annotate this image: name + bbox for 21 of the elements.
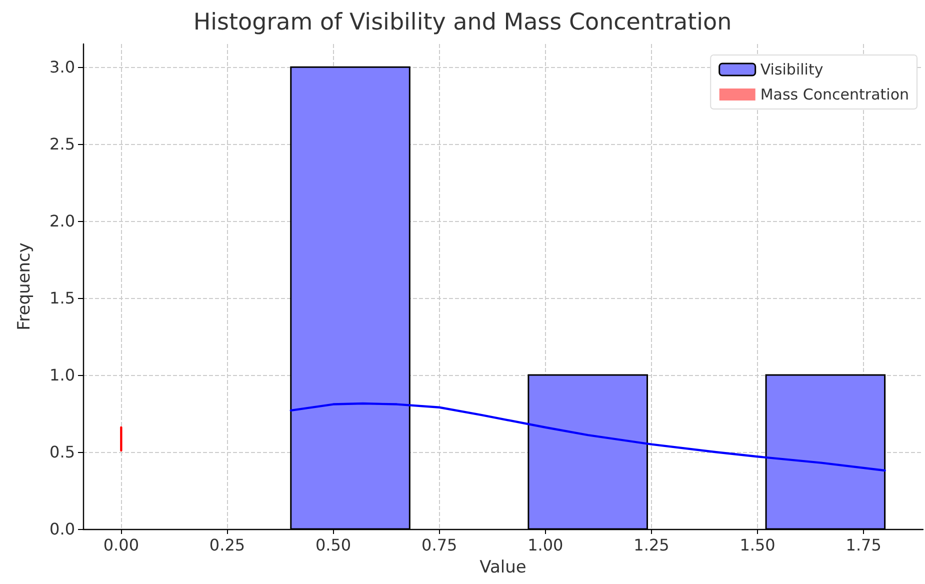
x-tick-label: 0.75 [422, 536, 458, 554]
x-tick-label: 1.75 [846, 536, 882, 554]
y-tick-label: 1.0 [50, 366, 75, 385]
x-tick-label: 1.25 [634, 536, 670, 554]
legend-label: Mass Concentration [760, 86, 910, 104]
x-tick-label: 0.25 [209, 536, 246, 554]
y-tick-label: 2.5 [50, 134, 75, 154]
y-tick-label: 0.0 [50, 520, 75, 538]
y-tick-label: 1.5 [50, 288, 75, 308]
y-tick-label: 2.0 [50, 212, 75, 231]
y-axis-title: Frequency [14, 242, 34, 330]
legend-label: Visibility [760, 60, 824, 78]
x-tick-label: 1.00 [528, 536, 564, 554]
y-tick-label: 0.5 [50, 442, 75, 462]
x-tick-label: 0.50 [315, 536, 352, 554]
y-tick-label: 3.0 [50, 58, 75, 77]
x-tick-label: 1.50 [740, 536, 776, 554]
x-tick-label: 0.00 [103, 536, 139, 554]
x-axis-title: Value [480, 558, 526, 578]
line-series [290, 402, 886, 472]
chart-title: Histogram of Visibility and Mass Concentration [193, 10, 732, 36]
